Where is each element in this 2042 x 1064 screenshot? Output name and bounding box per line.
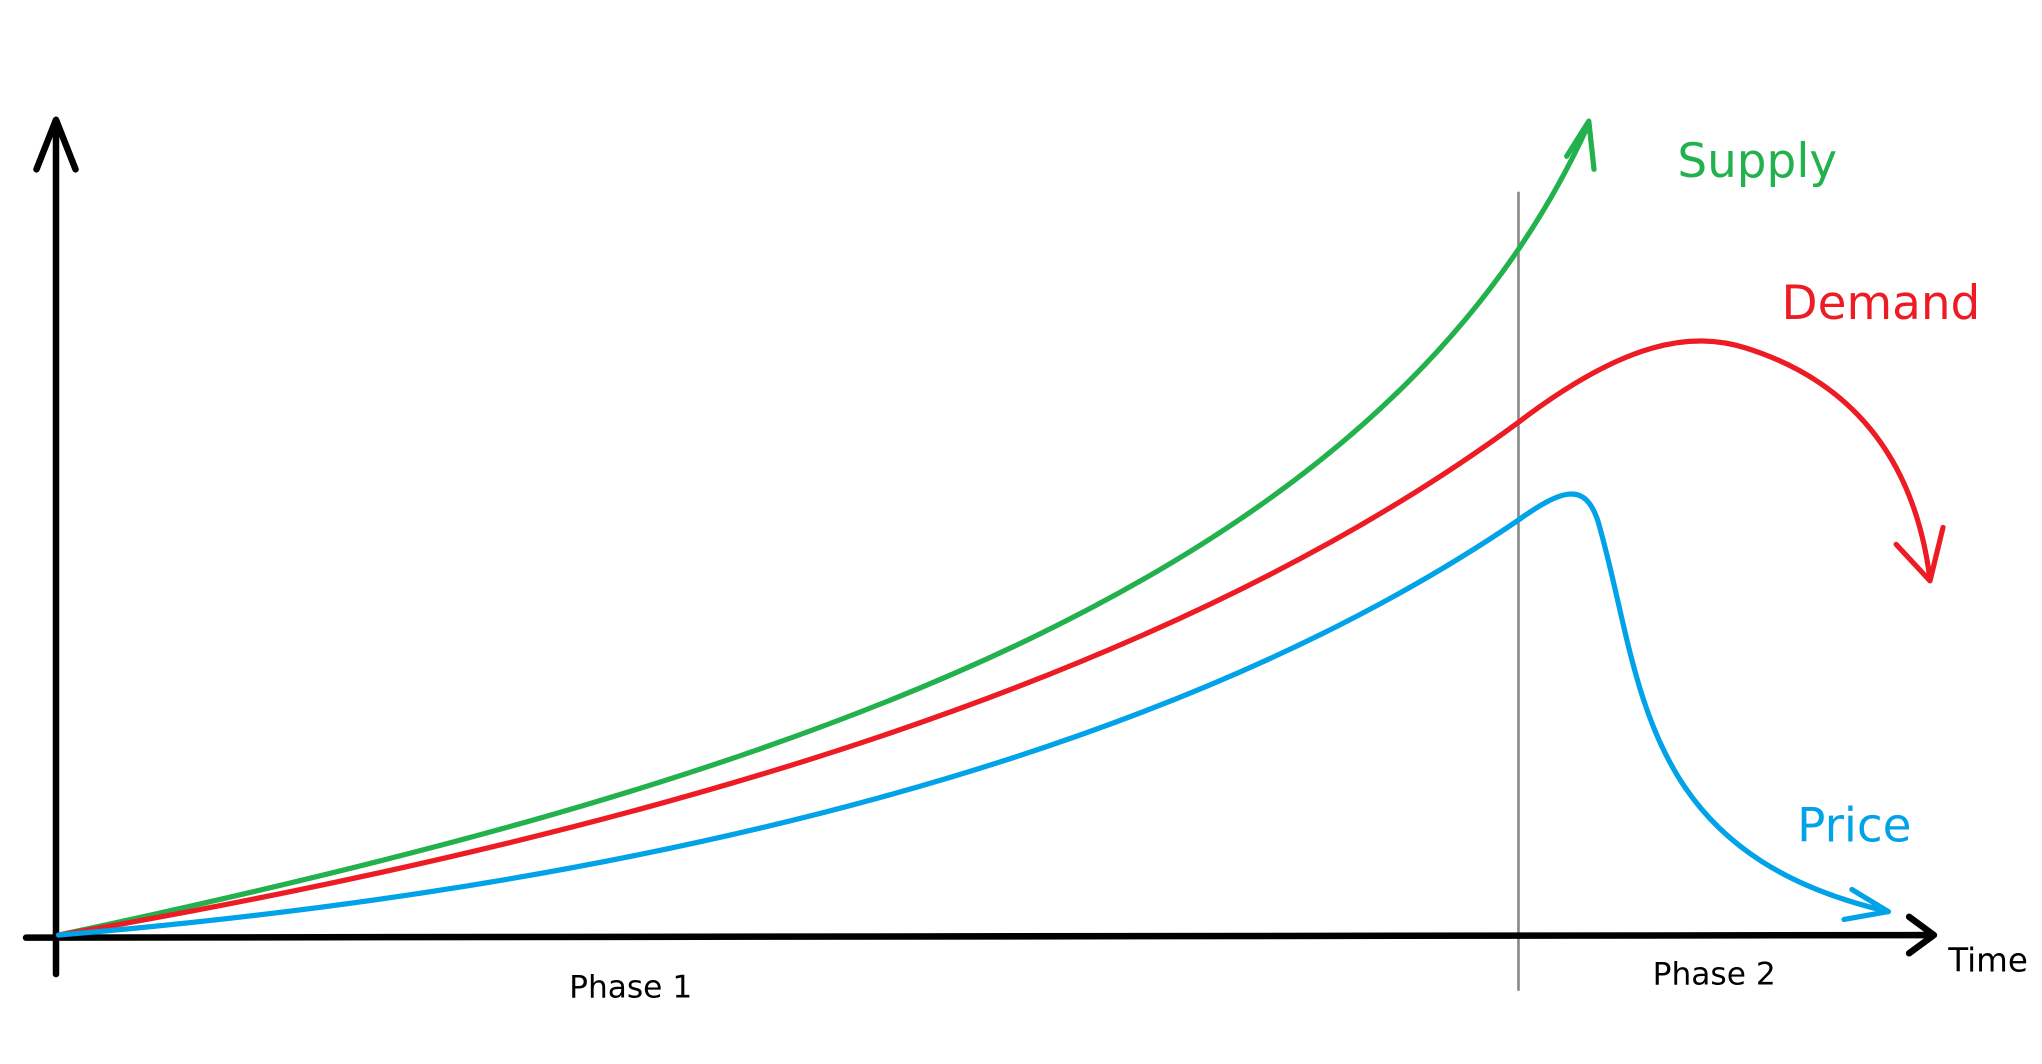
demand-label: Demand — [1782, 276, 1981, 331]
phase2-label: Phase 2 — [1653, 957, 1776, 993]
x-axis-arrow — [1905, 913, 1938, 957]
x-axis — [22, 931, 1936, 941]
supply-arrow — [1564, 118, 1597, 172]
y-axis-arrow — [33, 116, 79, 173]
demand-curve — [55, 338, 1933, 938]
price-label: Price — [1797, 798, 1911, 853]
supply-label: Supply — [1677, 134, 1837, 189]
demand-arrow — [1893, 524, 1946, 584]
price-curve — [55, 491, 1891, 938]
phase1-label: Phase 1 — [569, 970, 692, 1006]
price-arrow — [1841, 886, 1891, 923]
time-label: Time — [1947, 942, 2028, 980]
supply-curve — [55, 121, 1592, 938]
